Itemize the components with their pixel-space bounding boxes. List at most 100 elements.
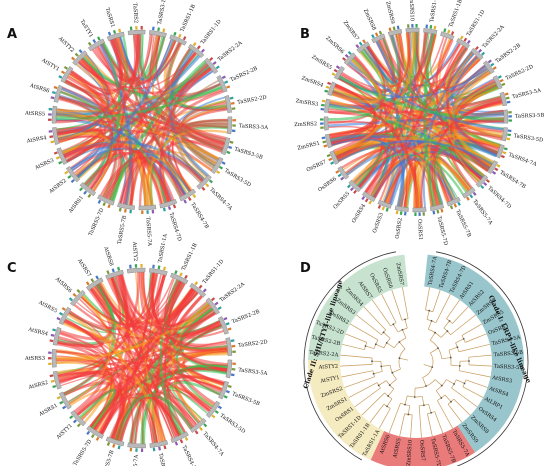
gene-density-tick — [58, 75, 63, 79]
gene-density-tick — [76, 423, 81, 428]
segment-label: OsSRS1 — [416, 219, 423, 240]
gene-density-tick — [353, 189, 358, 194]
synteny-chord — [179, 309, 227, 370]
chromosome-segment — [487, 160, 498, 175]
bootstrap-node — [440, 384, 443, 387]
synteny-chord — [118, 275, 212, 410]
gene-density-tick — [216, 170, 221, 175]
gene-density-tick — [500, 154, 505, 159]
segment-label: TaSRS1 — [104, 7, 116, 28]
gene-density-tick — [157, 27, 160, 32]
bootstrap-node — [380, 365, 383, 368]
gene-density-tick — [487, 59, 492, 64]
segment-label: TaSRS2-2D — [237, 95, 267, 106]
synteny-chord — [57, 33, 142, 136]
chromosome-segment — [329, 150, 340, 165]
chromosome-segment — [412, 207, 427, 213]
tree-branch — [446, 299, 461, 319]
gene-density-tick — [179, 439, 184, 444]
gene-density-tick — [178, 33, 182, 38]
segment-label: ZmSRS4 — [301, 75, 325, 89]
gene-density-tick — [112, 29, 117, 34]
tree-branch — [452, 306, 469, 324]
gene-density-tick — [106, 270, 110, 275]
gene-density-tick — [505, 96, 510, 100]
synteny-chord — [130, 160, 170, 206]
panel-b-synteny-circos: B TaSRS1-1A TaSRS1-1B TaSRS1-1DTaSRS2-2ATa… — [294, 0, 544, 246]
gene-density-tick — [506, 137, 511, 141]
gene-density-tick — [337, 173, 342, 178]
gene-density-tick — [49, 339, 54, 343]
segment-label: TaSRS2-2A — [219, 281, 246, 303]
segment-label: TaSRS1-1A — [157, 233, 168, 263]
gene-density-tick — [183, 199, 187, 204]
synteny-chord — [78, 41, 177, 88]
segment-label: AtSRS6 — [53, 276, 72, 295]
synteny-chord — [159, 67, 212, 203]
bootstrap-node — [391, 371, 394, 374]
synteny-chord — [67, 313, 164, 443]
gene-density-tick — [211, 414, 216, 419]
gene-density-tick — [492, 66, 497, 70]
bootstrap-node — [468, 360, 470, 362]
gene-density-tick — [483, 182, 488, 187]
gene-density-tick — [117, 445, 121, 450]
chromosome-segment — [52, 370, 62, 390]
gene-density-tick — [396, 25, 400, 30]
gene-density-tick — [202, 288, 207, 293]
synteny-chord — [363, 41, 395, 85]
segment-label: TaSRS5-7D — [436, 216, 449, 246]
gene-density-tick — [76, 289, 81, 294]
chromosome-segment — [462, 187, 476, 199]
gene-density-tick — [163, 445, 167, 450]
tree-branch — [410, 414, 413, 438]
chromosome-segment — [105, 269, 124, 280]
panel-letter-a: A — [7, 27, 17, 42]
bootstrap-node — [407, 413, 410, 416]
synteny-chord — [347, 32, 411, 88]
panel-d-phylogenetic-tree: D TaSRS4-7A TaSRS4-7BTaSRS4-7DAtSRS1AtSRS… — [300, 251, 533, 466]
segment-label: TaSRS3-5D — [219, 413, 247, 435]
bootstrap-node — [387, 395, 390, 397]
gene-density-tick — [324, 89, 329, 93]
synteny-chord — [120, 396, 180, 442]
gene-density-tick — [85, 281, 90, 286]
bootstrap-node — [434, 331, 437, 334]
gene-density-tick — [328, 157, 333, 162]
bootstrap-node — [431, 366, 434, 369]
tree-branch — [369, 403, 385, 423]
bootstrap-node — [377, 384, 380, 387]
gene-density-tick — [395, 210, 399, 215]
leaf-label: AtSTY1 — [319, 375, 340, 385]
chromosome-segment — [503, 109, 509, 124]
segment-label: TaSRS1-1D — [466, 9, 487, 37]
tree-branch — [448, 346, 458, 351]
gene-density-tick — [187, 196, 192, 201]
tree-branches-d — [340, 287, 492, 438]
gene-density-tick — [173, 31, 177, 36]
chromosome-segment — [334, 65, 345, 80]
tree-branch — [340, 364, 373, 367]
synteny-chord — [432, 99, 503, 206]
gene-density-tick — [162, 266, 166, 271]
leaf-label: TaSRS3-5B — [493, 350, 523, 359]
gene-density-tick — [56, 317, 61, 321]
chromosome-segment — [52, 127, 60, 145]
gene-density-tick — [162, 207, 166, 212]
gene-density-tick — [399, 211, 403, 215]
chromosome-segment — [170, 431, 189, 444]
gene-density-tick — [71, 56, 76, 61]
chromosome-ring-a — [47, 25, 237, 215]
segment-label: TaSRS4-7A — [508, 152, 538, 168]
gene-density-tick — [201, 186, 206, 191]
synteny-chord — [174, 295, 221, 337]
tree-branch — [453, 398, 471, 416]
segment-label: TaSRS3-5A — [512, 88, 542, 101]
chromosome-segment — [117, 202, 135, 210]
gene-density-tick — [392, 26, 396, 31]
gene-density-tick — [118, 28, 122, 33]
chromosome-segment — [218, 380, 229, 400]
synteny-chord — [57, 83, 220, 113]
chromosome-segment — [225, 337, 233, 356]
